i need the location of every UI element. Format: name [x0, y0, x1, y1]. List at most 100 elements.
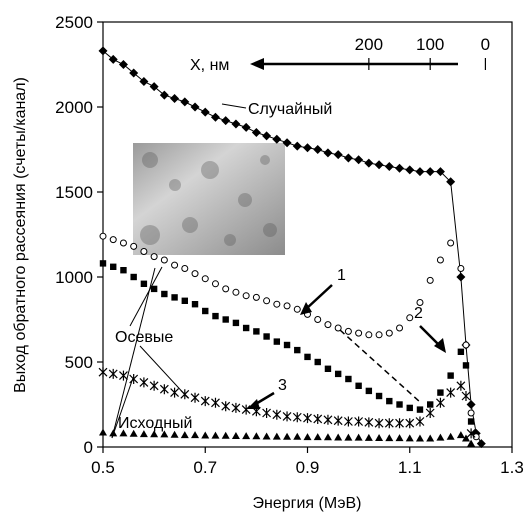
y-axis: 0 500 1000 1500 2000 2500 — [55, 13, 103, 457]
data-point — [375, 433, 384, 441]
data-point — [262, 432, 271, 440]
data-point — [476, 439, 486, 449]
arrow-axial-a — [129, 266, 163, 327]
data-point — [344, 327, 352, 335]
arrowhead-n1 — [300, 302, 312, 315]
data-point — [435, 167, 445, 177]
label-n3: 3 — [278, 377, 287, 394]
data-point — [323, 414, 333, 425]
data-point — [181, 297, 188, 304]
data-point — [201, 275, 209, 283]
data-point — [457, 265, 465, 272]
data-point — [190, 102, 200, 112]
x-axis: 0.5 0.7 0.9 1.1 1.3 — [91, 447, 524, 477]
data-point — [242, 324, 250, 332]
label-n2: 2 — [414, 305, 423, 322]
data-point — [180, 97, 190, 107]
data-point — [159, 384, 169, 395]
data-point — [313, 433, 322, 441]
data-point — [170, 94, 180, 103]
data-point — [130, 273, 137, 281]
data-point — [406, 404, 413, 412]
data-point — [129, 68, 139, 78]
data-point — [273, 338, 281, 345]
data-point — [221, 401, 231, 412]
data-point — [200, 396, 210, 407]
data-point — [386, 397, 393, 405]
data-point — [314, 358, 321, 366]
data-point — [272, 134, 282, 144]
series-4 — [99, 428, 476, 447]
data-point — [232, 319, 240, 327]
data-point — [461, 434, 470, 442]
label-n1: 1 — [337, 267, 346, 284]
data-point — [171, 261, 179, 269]
y-tick-label: 0 — [84, 438, 93, 457]
arrowhead-n2 — [434, 338, 446, 353]
data-point — [405, 434, 414, 442]
data-point — [139, 377, 149, 388]
data-point — [456, 431, 465, 439]
arrow-n2 — [419, 325, 441, 347]
data-point — [436, 433, 445, 441]
data-point — [283, 302, 291, 310]
data-point — [323, 433, 332, 441]
depth-axis-label: X, нм — [190, 57, 229, 74]
data-point — [191, 301, 199, 308]
data-point — [447, 239, 455, 247]
data-point — [334, 324, 342, 332]
arrow-random — [221, 103, 247, 109]
arrow-axial-c — [111, 267, 156, 439]
data-point — [446, 387, 456, 398]
series-2 — [99, 260, 475, 425]
data-point — [313, 413, 323, 424]
data-point — [119, 239, 127, 247]
data-point — [426, 434, 435, 442]
data-point — [263, 333, 270, 340]
data-point — [334, 370, 342, 378]
data-point — [384, 162, 394, 171]
data-point — [415, 167, 425, 177]
data-point — [149, 82, 159, 92]
data-point — [98, 46, 108, 56]
data-point — [425, 167, 435, 177]
data-point — [343, 153, 353, 163]
data-point — [292, 141, 302, 151]
data-point — [324, 321, 332, 329]
data-point — [99, 260, 107, 267]
data-point — [364, 158, 374, 168]
data-point — [170, 387, 179, 398]
data-point — [140, 280, 148, 287]
data-point — [282, 138, 292, 148]
data-point — [231, 402, 241, 413]
depth-tick-label: 200 — [355, 35, 383, 54]
data-point — [202, 307, 209, 315]
data-point — [109, 236, 117, 244]
data-point — [200, 107, 210, 117]
arrow-axial-d — [111, 377, 134, 439]
data-point — [415, 416, 425, 427]
data-point — [212, 312, 219, 320]
data-point — [221, 116, 231, 126]
series-line — [102, 50, 482, 444]
data-point — [210, 112, 220, 122]
data-point — [467, 439, 476, 447]
data-point — [251, 128, 261, 137]
arrow-axial-b — [139, 345, 189, 399]
x-tick-label: 1.3 — [500, 458, 524, 477]
data-point — [345, 375, 352, 383]
data-point — [129, 374, 139, 384]
data-point — [180, 431, 189, 439]
data-point — [447, 372, 454, 379]
data-point — [365, 387, 373, 395]
data-point — [150, 253, 158, 261]
data-point — [232, 288, 240, 296]
y-tick-label: 2500 — [55, 13, 93, 32]
data-point — [252, 293, 260, 301]
data-point — [211, 431, 220, 439]
depth-tick-label: 0 — [481, 35, 490, 54]
data-point — [324, 365, 332, 372]
data-point — [139, 430, 148, 438]
dashed-guide — [339, 329, 421, 403]
data-point — [119, 370, 128, 381]
